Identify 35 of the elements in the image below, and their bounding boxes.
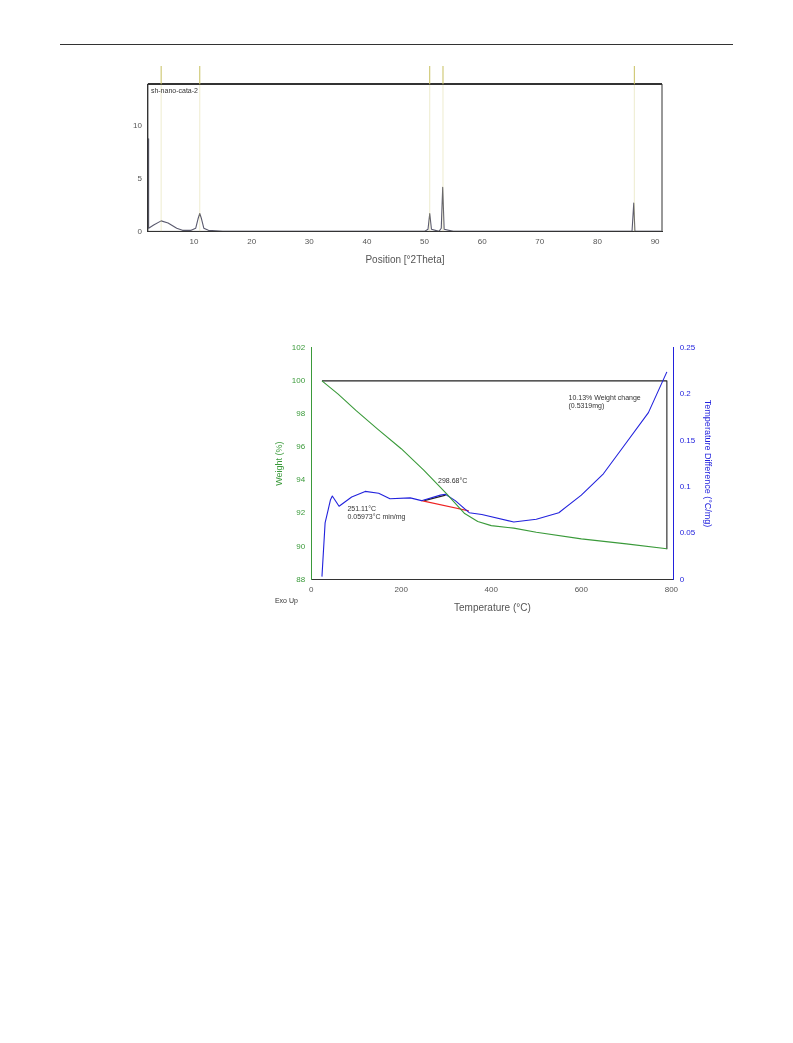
y2-tick-label: 0.2	[679, 389, 692, 399]
y-tick-label: 10	[132, 121, 143, 131]
x-tick-label: 70	[535, 237, 545, 247]
y-tick-label: 92	[296, 508, 306, 518]
x-tick-label: 600	[574, 585, 589, 595]
x-tick-label: 10	[189, 237, 199, 247]
x-tick-label: 0	[308, 585, 314, 595]
x-tick-label: 80	[593, 237, 603, 247]
y-tick-label: 98	[296, 409, 306, 419]
y2-tick-label: 0.15	[679, 435, 696, 445]
y2-tick-label: 0.1	[679, 481, 692, 491]
x-tick-label: 50	[420, 237, 430, 247]
y-tick-label: 90	[296, 541, 306, 551]
x-tick-label: 60	[477, 237, 488, 247]
x-tick-label: 200	[394, 585, 409, 595]
x-tick-label: 90	[650, 237, 661, 247]
y-tick-label: 88	[296, 574, 306, 584]
y2-tick-label: 0	[679, 574, 685, 584]
y-tick-label: 5	[137, 173, 143, 183]
x-tick-label: 20	[247, 237, 257, 247]
x-axis-title: Position [°2Theta]	[365, 253, 445, 265]
x-axis-title: Temperature (°C)	[453, 601, 531, 613]
y2-tick-label: 0.25	[679, 343, 696, 352]
y2-tick-label: 0.05	[679, 528, 696, 538]
x-tick-label: 30	[304, 237, 315, 247]
y-tick-label: 94	[296, 475, 306, 485]
y-tick-label: 96	[296, 442, 306, 452]
y-tick-label: 100	[291, 376, 306, 386]
y-axis-title: Weight (%)	[273, 441, 284, 486]
x-tick-label: 800	[664, 585, 679, 595]
y2-axis-title: Temperature Difference (°C/mg)	[703, 399, 714, 528]
y-tick-label: 0	[137, 226, 143, 236]
y-tick-label: 102	[291, 343, 306, 352]
x-tick-label: 400	[484, 585, 499, 595]
x-tick-label: 40	[362, 237, 372, 247]
